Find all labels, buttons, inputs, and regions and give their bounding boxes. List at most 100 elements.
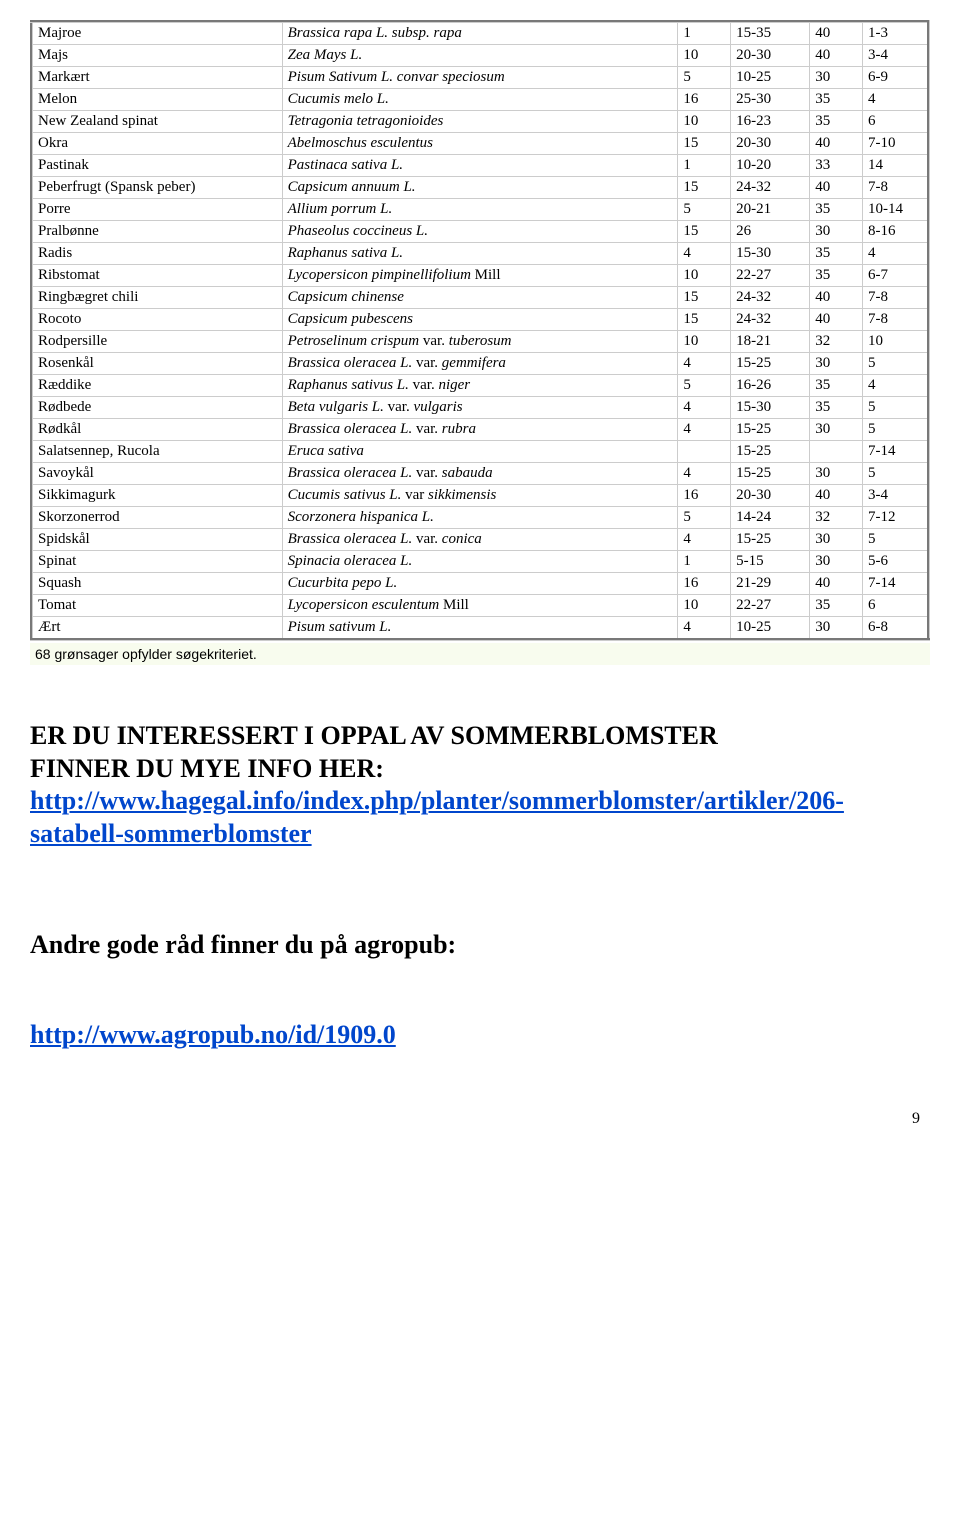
plant-latin: Tetragonia tetragonioides bbox=[282, 111, 678, 133]
table-row: Salatsennep, RucolaEruca sativa15-257-14 bbox=[32, 441, 929, 463]
cell-col5: 8-16 bbox=[863, 221, 929, 243]
plant-name: Ært bbox=[32, 617, 283, 640]
plant-latin: Capsicum chinense bbox=[282, 287, 678, 309]
cell-col3: 10-25 bbox=[731, 617, 810, 640]
cell-col2: 4 bbox=[678, 353, 731, 375]
cell-col4: 35 bbox=[810, 397, 863, 419]
table-row: New Zealand spinatTetragonia tetragonioi… bbox=[32, 111, 929, 133]
cell-col3: 16-23 bbox=[731, 111, 810, 133]
cell-col5: 5 bbox=[863, 419, 929, 441]
cell-col3: 18-21 bbox=[731, 331, 810, 353]
cell-col2: 4 bbox=[678, 463, 731, 485]
cell-col2: 1 bbox=[678, 22, 731, 45]
plant-latin: Pisum Sativum L. convar speciosum bbox=[282, 67, 678, 89]
table-row: SpinatSpinacia oleracea L.15-15305-6 bbox=[32, 551, 929, 573]
cell-col3: 24-32 bbox=[731, 287, 810, 309]
link-hagegal[interactable]: http://www.hagegal.info/index.php/plante… bbox=[30, 786, 844, 848]
cell-col3: 20-30 bbox=[731, 45, 810, 67]
table-row: RodpersillePetroselinum crispum var. tub… bbox=[32, 331, 929, 353]
plant-latin: Pastinaca sativa L. bbox=[282, 155, 678, 177]
cell-col2: 4 bbox=[678, 617, 731, 640]
table-row: MajroeBrassica rapa L. subsp. rapa115-35… bbox=[32, 22, 929, 45]
cell-col3: 15-25 bbox=[731, 441, 810, 463]
plant-latin: Raphanus sativus L. var. niger bbox=[282, 375, 678, 397]
plant-name: Markært bbox=[32, 67, 283, 89]
cell-col4: 30 bbox=[810, 419, 863, 441]
cell-col3: 14-24 bbox=[731, 507, 810, 529]
table-row: MajsZea Mays L.1020-30403-4 bbox=[32, 45, 929, 67]
cell-col4: 40 bbox=[810, 287, 863, 309]
cell-col3: 15-25 bbox=[731, 353, 810, 375]
cell-col4: 32 bbox=[810, 507, 863, 529]
cell-col2: 15 bbox=[678, 177, 731, 199]
heading-agropub: Andre gode råd finner du på agropub: bbox=[30, 930, 930, 960]
plant-latin: Lycopersicon esculentum Mill bbox=[282, 595, 678, 617]
cell-col4: 35 bbox=[810, 243, 863, 265]
plant-name: Radis bbox=[32, 243, 283, 265]
cell-col5: 6-8 bbox=[863, 617, 929, 640]
cell-col3: 24-32 bbox=[731, 177, 810, 199]
plant-name: Ringbægret chili bbox=[32, 287, 283, 309]
cell-col4: 35 bbox=[810, 199, 863, 221]
plant-name: Rødbede bbox=[32, 397, 283, 419]
cell-col4: 30 bbox=[810, 617, 863, 640]
cell-col4: 33 bbox=[810, 155, 863, 177]
cell-col4: 40 bbox=[810, 45, 863, 67]
result-count: 68 grønsager opfylder søgekriteriet. bbox=[30, 643, 930, 665]
plant-latin: Pisum sativum L. bbox=[282, 617, 678, 640]
cell-col3: 10-20 bbox=[731, 155, 810, 177]
cell-col4: 30 bbox=[810, 551, 863, 573]
cell-col5: 5 bbox=[863, 529, 929, 551]
page-number: 9 bbox=[30, 1110, 930, 1128]
cell-col2: 4 bbox=[678, 243, 731, 265]
cell-col2: 10 bbox=[678, 45, 731, 67]
plant-name: Porre bbox=[32, 199, 283, 221]
plant-latin: Raphanus sativa L. bbox=[282, 243, 678, 265]
cell-col5: 5 bbox=[863, 397, 929, 419]
table-row: PastinakPastinaca sativa L.110-203314 bbox=[32, 155, 929, 177]
cell-col5: 7-8 bbox=[863, 177, 929, 199]
cell-col2: 5 bbox=[678, 67, 731, 89]
cell-col3: 25-30 bbox=[731, 89, 810, 111]
link-agropub[interactable]: http://www.agropub.no/id/1909.0 bbox=[30, 1020, 396, 1049]
cell-col4: 30 bbox=[810, 67, 863, 89]
plant-name: Skorzonerrod bbox=[32, 507, 283, 529]
table-row: TomatLycopersicon esculentum Mill1022-27… bbox=[32, 595, 929, 617]
cell-col4: 30 bbox=[810, 529, 863, 551]
cell-col2: 5 bbox=[678, 199, 731, 221]
cell-col5: 5-6 bbox=[863, 551, 929, 573]
cell-col3: 26 bbox=[731, 221, 810, 243]
plant-latin: Scorzonera hispanica L. bbox=[282, 507, 678, 529]
table-row: MelonCucumis melo L.1625-30354 bbox=[32, 89, 929, 111]
plant-name: New Zealand spinat bbox=[32, 111, 283, 133]
table-row: RosenkålBrassica oleracea L. var. gemmif… bbox=[32, 353, 929, 375]
plant-latin: Brassica oleracea L. var. conica bbox=[282, 529, 678, 551]
plant-latin: Spinacia oleracea L. bbox=[282, 551, 678, 573]
cell-col2: 15 bbox=[678, 133, 731, 155]
plant-latin: Cucumis sativus L. var sikkimensis bbox=[282, 485, 678, 507]
cell-col2: 4 bbox=[678, 397, 731, 419]
plant-latin: Petroselinum crispum var. tuberosum bbox=[282, 331, 678, 353]
cell-col5: 6 bbox=[863, 111, 929, 133]
cell-col4: 40 bbox=[810, 573, 863, 595]
cell-col5: 10-14 bbox=[863, 199, 929, 221]
plant-name: Spidskål bbox=[32, 529, 283, 551]
plant-latin: Brassica oleracea L. var. rubra bbox=[282, 419, 678, 441]
cell-col4: 35 bbox=[810, 595, 863, 617]
cell-col4: 35 bbox=[810, 265, 863, 287]
cell-col5: 6-9 bbox=[863, 67, 929, 89]
cell-col5: 7-8 bbox=[863, 287, 929, 309]
table-row: Ringbægret chiliCapsicum chinense1524-32… bbox=[32, 287, 929, 309]
cell-col4 bbox=[810, 441, 863, 463]
cell-col2: 16 bbox=[678, 89, 731, 111]
cell-col2: 4 bbox=[678, 529, 731, 551]
cell-col5: 10 bbox=[863, 331, 929, 353]
plant-latin: Brassica oleracea L. var. gemmifera bbox=[282, 353, 678, 375]
plant-name: Salatsennep, Rucola bbox=[32, 441, 283, 463]
plant-name: Savoykål bbox=[32, 463, 283, 485]
cell-col5: 4 bbox=[863, 375, 929, 397]
cell-col4: 40 bbox=[810, 22, 863, 45]
cell-col2: 16 bbox=[678, 573, 731, 595]
cell-col5: 7-14 bbox=[863, 441, 929, 463]
cell-col3: 15-25 bbox=[731, 529, 810, 551]
